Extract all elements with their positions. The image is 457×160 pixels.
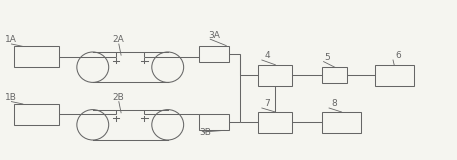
Bar — [322, 67, 347, 83]
Text: 2A: 2A — [112, 35, 124, 44]
Text: 1B: 1B — [5, 93, 16, 102]
Ellipse shape — [152, 52, 184, 82]
Text: 3B: 3B — [199, 128, 211, 137]
Text: 1A: 1A — [5, 35, 16, 44]
Bar — [199, 46, 228, 62]
Text: 8: 8 — [331, 99, 337, 108]
Text: 6: 6 — [395, 51, 401, 60]
Text: 5: 5 — [324, 53, 330, 62]
Bar — [258, 65, 292, 86]
Text: 2B: 2B — [112, 93, 124, 102]
Text: 4: 4 — [264, 51, 270, 60]
Ellipse shape — [152, 110, 184, 140]
Text: 3A: 3A — [208, 31, 220, 40]
Text: 7: 7 — [264, 99, 270, 108]
Bar — [14, 46, 59, 67]
Bar — [199, 114, 228, 130]
Bar — [375, 65, 414, 86]
Bar — [14, 104, 59, 125]
Bar — [322, 112, 361, 133]
Bar — [93, 52, 168, 82]
Bar — [93, 110, 168, 140]
Ellipse shape — [77, 110, 109, 140]
Bar — [258, 112, 292, 133]
Ellipse shape — [77, 52, 109, 82]
